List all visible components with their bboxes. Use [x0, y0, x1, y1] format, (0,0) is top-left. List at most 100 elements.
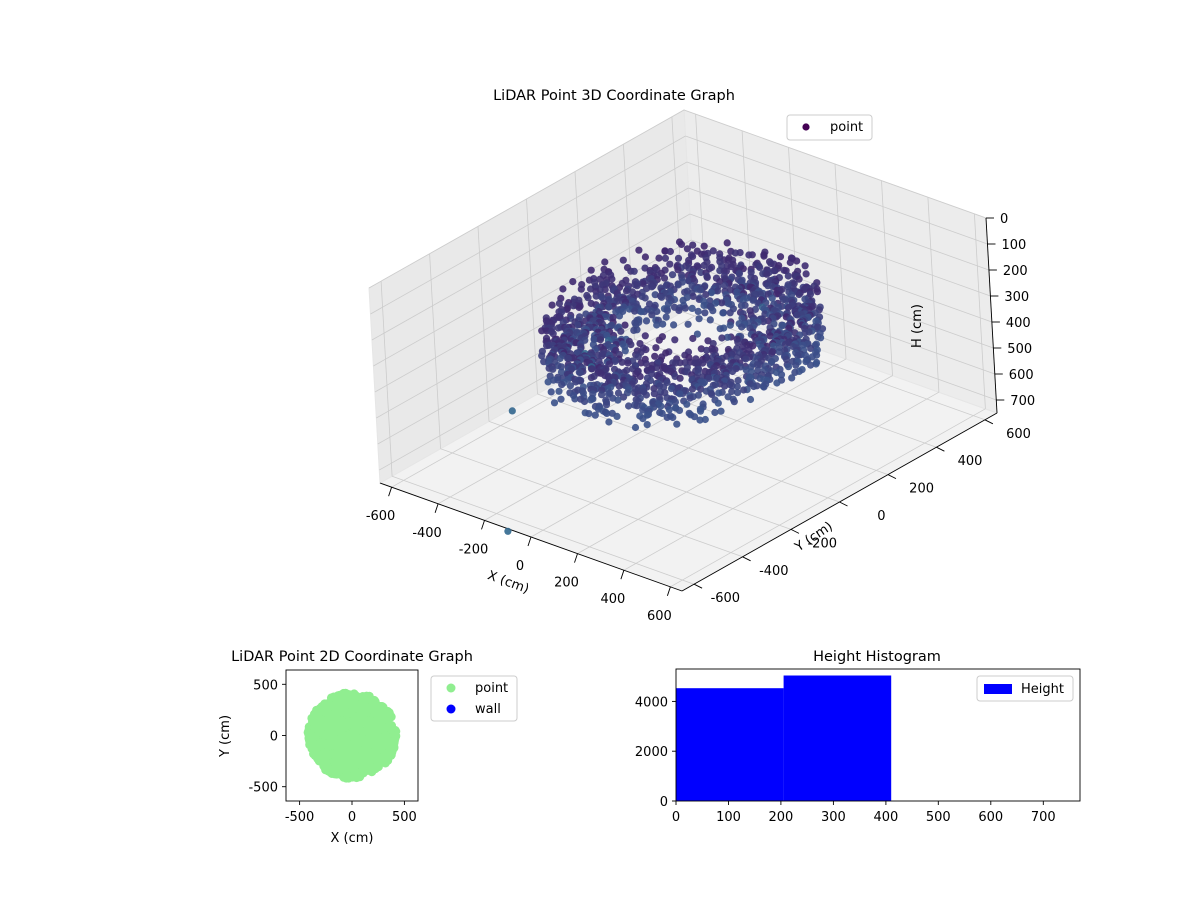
chart-3d-z-axis-line: [985, 217, 998, 414]
chart-3d-x-tick: [620, 570, 625, 580]
chart-3d-point: [662, 313, 670, 321]
chart-3d-point: [732, 353, 741, 361]
chart-3d-x-tick: [388, 487, 393, 497]
chart-3d-point: [733, 389, 742, 397]
chart-3d-point: [738, 323, 746, 331]
chart-3d-point: [759, 318, 768, 326]
chart-3d-point: [544, 378, 552, 386]
chart-2d-point: [349, 741, 359, 751]
chart-3d-point: [695, 315, 703, 323]
chart-3d-point: [508, 407, 516, 415]
chart-3d-point: [684, 320, 692, 328]
chart-3d-x-tick: [527, 536, 532, 547]
chart-2d-point: [356, 710, 366, 720]
chart-3d-point: [615, 312, 624, 320]
chart-2d-point: [383, 715, 393, 725]
chart-3d-point: [784, 363, 793, 371]
chart-3d-point: [642, 391, 651, 399]
chart-histogram-x-tick-label: 0: [672, 810, 680, 825]
chart-2d-point: [344, 772, 354, 782]
chart-2d-point: [327, 740, 337, 750]
chart-3d-point: [651, 352, 659, 360]
chart-2d-plot-area: [303, 688, 401, 783]
chart-3d-point: [807, 361, 815, 369]
chart-3d-point: [696, 407, 705, 415]
chart-3d-point: [636, 372, 644, 381]
chart-3d-point: [641, 294, 649, 302]
chart-3d-point: [686, 394, 694, 402]
chart-3d-y-tick-label: 0: [877, 509, 885, 524]
chart-3d-grid-z-back: [694, 291, 997, 401]
chart-3d-point: [660, 274, 669, 282]
chart-3d-legend-marker: [802, 123, 810, 131]
chart-3d-point: [598, 352, 606, 360]
chart-3d-point: [613, 412, 621, 420]
chart-3d-grid-y-side: [477, 226, 490, 422]
chart-2d-point: [354, 720, 364, 730]
chart-3d-grid-z-back: [683, 109, 987, 219]
chart-3d-point: [669, 413, 677, 422]
chart-histogram-frame: [675, 668, 1081, 802]
chart-3d-point: [700, 301, 708, 310]
chart-3d-point: [706, 316, 714, 324]
chart-3d-point: [605, 418, 613, 426]
chart-3d-point: [813, 288, 822, 296]
chart-3d-y-tick: [790, 528, 800, 534]
chart-3d-y-tick-label: 200: [909, 482, 934, 497]
chart-3d-point: [726, 309, 734, 317]
chart-2d-point: [364, 740, 374, 750]
chart-3d-point: [674, 266, 682, 274]
chart-3d-point: [801, 329, 809, 337]
chart-3d-point: [812, 360, 820, 368]
chart-2d-points: [303, 688, 401, 783]
chart-3d-point: [549, 365, 557, 373]
chart-3d-point: [775, 348, 783, 356]
chart-2d-point: [334, 735, 344, 745]
chart-3d-point: [558, 381, 566, 389]
chart-2d-point: [389, 738, 399, 748]
chart-3d-y-tick-label: 600: [1006, 427, 1031, 442]
chart-3d-x-tick-label: 200: [554, 576, 579, 591]
chart-3d-point: [714, 399, 722, 407]
chart-3d-point: [801, 262, 809, 270]
chart-2d-point: [364, 691, 374, 701]
chart-3d-y-tick: [887, 474, 897, 480]
chart-3d-point: [605, 303, 613, 311]
chart-3d-point: [566, 382, 575, 390]
chart-2d-point: [341, 752, 351, 762]
chart-3d-point: [548, 301, 556, 309]
chart-2d-legend: point wall: [430, 675, 518, 722]
chart-3d-point: [734, 338, 742, 346]
chart-3d-grid-x-back: [974, 213, 986, 409]
chart-3d-point: [717, 407, 725, 415]
chart-3d-point: [591, 411, 599, 419]
chart-3d-point: [677, 240, 686, 248]
chart-3d-x-tick: [434, 503, 439, 513]
chart-3d-point: [504, 527, 512, 535]
chart-2d-point: [358, 727, 368, 737]
chart-2d-point: [352, 691, 362, 701]
chart-3d-point: [696, 416, 704, 424]
chart-3d-point: [617, 327, 625, 335]
chart-3d-point: [614, 396, 622, 404]
chart-3d-point: [601, 258, 609, 266]
chart-3d-point: [791, 368, 799, 376]
chart-3d-z-tick-label: 700: [1010, 394, 1035, 409]
chart-3d-point: [737, 302, 746, 310]
chart-3d-point: [753, 361, 761, 369]
chart-3d-point: [618, 358, 626, 366]
chart-2d-point: [359, 757, 369, 767]
chart-3d-grid-y-side: [380, 281, 393, 477]
chart-3d-point: [792, 361, 800, 369]
chart-3d-point: [651, 291, 659, 299]
chart-3d-grid-x-back: [834, 163, 847, 360]
chart-2d-point: [325, 723, 335, 733]
chart-3d-point: [788, 374, 796, 382]
chart-3d-point: [793, 311, 801, 319]
chart-histogram-y-tick-label: 2000: [635, 745, 668, 760]
chart-3d-grid-z-side: [370, 135, 686, 315]
chart-3d-point: [721, 382, 729, 390]
chart-3d-point: [794, 351, 802, 360]
chart-2d-point: [351, 703, 361, 713]
chart-3d-point: [718, 299, 726, 307]
